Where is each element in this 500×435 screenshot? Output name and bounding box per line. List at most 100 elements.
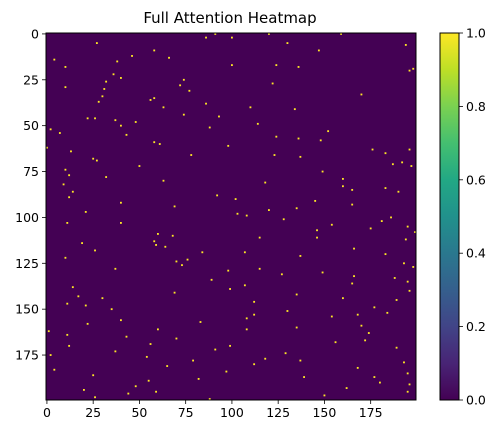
heatmap-cell xyxy=(181,264,183,267)
heatmap-cell xyxy=(210,278,213,281)
heatmap-cell xyxy=(138,165,141,167)
heatmap-cell xyxy=(95,159,98,162)
heatmap-cell xyxy=(408,289,411,292)
heatmap-cell xyxy=(153,240,156,243)
heatmap-cell xyxy=(95,42,98,44)
heatmap-cell xyxy=(131,55,133,57)
heatmap-cell xyxy=(353,275,355,278)
colorbar-tick-label: 0.6 xyxy=(466,172,486,187)
heatmap-cell xyxy=(258,267,261,270)
x-tick-label: 100 xyxy=(220,405,244,420)
heatmap-cell xyxy=(236,212,239,215)
heatmap-cell xyxy=(264,181,267,184)
colorbar-tick-label: 0.0 xyxy=(466,393,486,408)
heatmap-cell xyxy=(105,176,108,178)
heatmap-cell xyxy=(275,135,278,138)
heatmap-cell xyxy=(112,73,115,76)
y-tick-label: 50 xyxy=(23,118,39,133)
heatmap-cell xyxy=(77,295,80,298)
y-axis: 0 25 50 75 100 125 150 175 xyxy=(15,26,46,363)
heatmap-cell xyxy=(397,190,400,193)
heatmap-cell xyxy=(314,199,317,202)
heatmap-cell xyxy=(380,220,383,222)
heatmap-cell xyxy=(153,49,156,52)
heatmap-cell xyxy=(208,398,211,400)
heatmap-cell xyxy=(401,161,404,164)
heatmap-cell xyxy=(395,346,398,349)
heatmap-cell xyxy=(182,113,185,116)
heatmap-cell xyxy=(403,361,405,364)
heatmap-cell xyxy=(153,141,156,144)
heatmap-cell xyxy=(229,344,231,347)
heatmap-cell xyxy=(321,170,324,173)
heatmap-cell xyxy=(49,128,52,131)
heatmap-cell xyxy=(410,165,413,167)
colorbar-frame xyxy=(439,32,460,401)
heatmap-cell xyxy=(155,244,157,246)
heatmap-cell xyxy=(245,317,248,320)
heatmap-cell xyxy=(53,368,56,371)
heatmap-cell xyxy=(68,174,71,177)
heatmap-cell xyxy=(110,308,113,311)
heatmap-cell xyxy=(295,207,298,210)
heatmap-cell xyxy=(379,381,381,384)
chart-title: Full Attention Heatmap xyxy=(143,9,316,27)
heatmap-cell xyxy=(116,60,119,63)
heatmap-cell xyxy=(342,297,344,300)
x-axis: 0 25 50 75 100 125 150 175 xyxy=(43,400,383,420)
heatmap-cell xyxy=(391,163,394,166)
heatmap-frame xyxy=(45,32,417,401)
heatmap-cell xyxy=(243,284,246,287)
heatmap-cell xyxy=(229,288,231,290)
heatmap-cell xyxy=(384,253,387,256)
heatmap-cell xyxy=(205,102,207,105)
heatmap-cell xyxy=(256,122,259,125)
heatmap-cell xyxy=(197,377,200,380)
heatmap-cell xyxy=(412,266,415,268)
heatmap-cell xyxy=(364,339,367,342)
heatmap-cell xyxy=(408,383,411,386)
colorbar-tick-label: 0.2 xyxy=(466,319,486,334)
heatmap-cell xyxy=(86,117,89,120)
heatmap-cell xyxy=(390,216,392,219)
heatmap-cell xyxy=(406,225,409,228)
heatmap-cell xyxy=(120,77,122,79)
heatmap-cell xyxy=(105,80,108,83)
heatmap-cell xyxy=(227,144,230,147)
x-tick-label: 150 xyxy=(312,405,336,420)
heatmap-cell xyxy=(284,352,287,355)
heatmap-cell xyxy=(179,84,182,87)
y-tick-label: 150 xyxy=(15,302,39,317)
heatmap-cell xyxy=(303,376,305,378)
heatmap-cell xyxy=(316,229,318,232)
heatmap-cell xyxy=(249,106,252,109)
heatmap-cell xyxy=(114,119,117,122)
heatmap-cell xyxy=(120,124,122,127)
heatmap-cell xyxy=(216,194,219,197)
heatmap-cell xyxy=(243,251,246,254)
heatmap-cell xyxy=(208,126,211,129)
heatmap-cell xyxy=(92,157,95,160)
heatmap-cell xyxy=(182,78,185,81)
heatmap-cell xyxy=(414,231,416,234)
heatmap-cell xyxy=(330,315,333,318)
heatmap-cell xyxy=(153,97,156,100)
heatmap-cell xyxy=(330,223,333,226)
heatmap-cell xyxy=(384,152,387,155)
heatmap-cell xyxy=(351,188,354,191)
heatmap-cell xyxy=(205,36,207,39)
heatmap-cell xyxy=(356,366,359,369)
x-tick-label: 25 xyxy=(85,405,101,420)
heatmap-cell xyxy=(275,64,278,67)
heatmap-cell xyxy=(186,258,189,261)
heatmap-cell xyxy=(393,277,396,279)
heatmap-cell xyxy=(83,388,85,391)
y-tick-label: 125 xyxy=(15,256,39,271)
heatmap-cell xyxy=(403,262,405,265)
heatmap-cell xyxy=(245,214,248,217)
heatmap-cell xyxy=(168,56,170,59)
colorbar-tick-label: 0.4 xyxy=(466,246,486,261)
heatmap-cell xyxy=(234,198,237,200)
heatmap-cell xyxy=(49,354,52,356)
heatmap-cell xyxy=(280,273,283,276)
